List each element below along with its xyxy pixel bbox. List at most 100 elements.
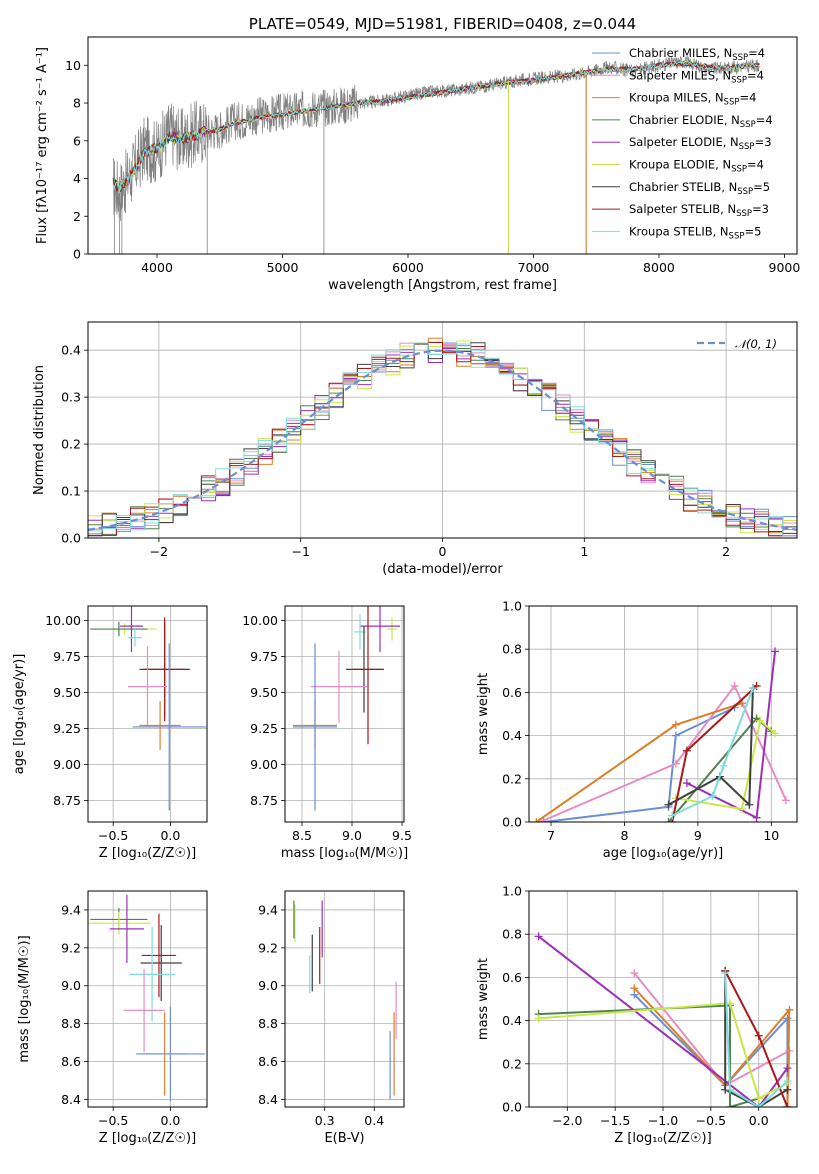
axes-frame: [87, 605, 208, 823]
series-marker: [783, 1085, 792, 1094]
series-marker: [682, 779, 691, 788]
histogram-kroupa-stelib: [88, 342, 797, 537]
errorbar-point: [387, 617, 397, 641]
y-tick-label: 6: [73, 133, 81, 148]
y-tick-label: 0.6: [502, 970, 522, 985]
y-tick-label: 10.00: [242, 613, 278, 628]
series-salpeter-elodie: [682, 647, 779, 822]
series-marker: [668, 811, 677, 820]
x-tick-label: −0.5: [98, 1113, 128, 1128]
y-tick-label: 10.00: [45, 613, 81, 628]
chart-title: PLATE=0549, MJD=51981, FIBERID=0408, z=0…: [249, 15, 636, 33]
series-marker: [682, 746, 691, 755]
residuals-panel: −2 −1 0 1 2 0.0 0.1 0.2 0.3 0.4 (data-model)/error…: [32, 321, 798, 577]
x-axis-label: wavelength [Angstrom, rest frame]: [328, 278, 557, 293]
errorbar-point: [128, 646, 167, 727]
mass-vs-Z-panel: −0.5 0.0 8.4 8.6 8.8 9.0 9.2 9.4 Z [log₁₀(Z/Z☉)]…: [17, 890, 208, 1146]
x-tick-label: 9.5: [392, 828, 412, 843]
errorbar-point: [88, 911, 151, 935]
x-tick-label: 8000: [643, 260, 675, 275]
y-tick-label: 1.0: [502, 599, 522, 614]
series-line: [724, 973, 789, 1107]
errorbar-point: [136, 1006, 205, 1102]
x-axis-label: mass [log₁₀(M/M☉)]: [281, 846, 408, 861]
mass-weight-vs-Z-panel: −2.0 −1.5 −1.0 −0.5 0.0 0.0 0.2 0.4 0.6 0.8 1.0 Z […: [476, 884, 798, 1146]
y-tick-label: 8.75: [53, 793, 81, 808]
y-tick-label: 0.0: [502, 1100, 522, 1115]
y-tick-label: 0.4: [61, 343, 81, 358]
series-marker: [754, 1031, 763, 1040]
y-tick-label: 9.00: [53, 757, 81, 772]
x-tick-label: 1: [580, 544, 588, 559]
age-vs-Z-panel: −0.5 0.0 8.75 9.00 9.25 9.50 9.75 10.00 Z [log₁₀…: [12, 605, 208, 861]
x-tick-label: 5000: [267, 260, 299, 275]
errorbar-point: [128, 629, 142, 647]
histogram-salpeter-stelib: [88, 342, 797, 537]
x-tick-label: 8.5: [292, 828, 312, 843]
y-tick-label: 0.4: [502, 1013, 522, 1028]
x-tick-label: 0.4: [364, 1113, 384, 1128]
y-axis-label: Normed distribution: [32, 365, 47, 495]
legend-label: Kroupa ELODIE, NSSP=4: [629, 158, 764, 175]
x-tick-label: 10: [763, 828, 779, 843]
x-axis-label: age [log₁₀(age/yr)]: [603, 846, 724, 861]
series-marker: [737, 805, 746, 814]
y-tick-label: 0.2: [61, 437, 81, 452]
y-tick-label: 0.4: [502, 728, 522, 743]
series-line: [686, 651, 776, 820]
legend-label: Kroupa STELIB, NSSP=5: [629, 224, 761, 241]
errorbar-point: [141, 913, 177, 998]
axes-frame: [284, 890, 405, 1108]
x-tick-label: −1.0: [648, 1113, 678, 1128]
series-marker: [671, 759, 680, 768]
y-tick-label: 9.50: [53, 685, 81, 700]
series-marker: [745, 800, 754, 809]
y-tick-label: 8.8: [258, 1016, 278, 1031]
x-tick-label: 0.3: [315, 1113, 335, 1128]
x-tick-label: 7: [547, 828, 555, 843]
x-tick-label: 0.0: [160, 828, 180, 843]
series-marker: [721, 969, 730, 978]
legend-label: Salpeter MILES, NSSP=4: [629, 68, 764, 85]
legend-label: Salpeter ELODIE, NSSP=3: [629, 135, 772, 152]
x-tick-label: 0.0: [160, 1113, 180, 1128]
y-tick-label: 2: [73, 209, 81, 224]
y-tick-label: 8.6: [258, 1054, 278, 1069]
series-marker: [671, 720, 680, 729]
axes-frame: [528, 890, 798, 1108]
legend-label: Chabrier STELIB, NSSP=5: [629, 180, 770, 197]
series-chabrier-miles: [539, 703, 739, 822]
errorbar-point: [360, 606, 400, 653]
mass-vs-ebv-panel: 0.3 0.4 8.4 8.6 8.8 9.0 9.2 9.4 E(B-V): [258, 890, 405, 1146]
y-axis-label: mass weight: [476, 958, 491, 1040]
series-marker: [730, 681, 739, 690]
series-salpeter-miles: [630, 969, 794, 1107]
axes-frame: [87, 321, 798, 539]
series-line: [538, 1002, 788, 1100]
errorbar-point: [129, 927, 175, 1022]
errorbar-point: [311, 650, 367, 723]
errorbar-point: [139, 701, 181, 750]
x-tick-label: −1.5: [600, 1113, 630, 1128]
errorbar-point: [90, 621, 148, 637]
series-marker: [726, 1085, 734, 1094]
x-tick-label: 0: [439, 544, 447, 559]
y-tick-label: 0.2: [502, 771, 522, 786]
series-line: [724, 970, 789, 1107]
x-axis-label: Z [log₁₀(Z/Z☉)]: [99, 846, 196, 861]
y-tick-label: 8.4: [258, 1092, 278, 1107]
series-marker: [534, 1014, 543, 1023]
x-tick-label: 9: [694, 828, 702, 843]
series-marker: [532, 818, 541, 822]
series-marker: [770, 729, 779, 738]
y-tick-label: 9.2: [61, 940, 81, 955]
series-marker: [754, 1103, 763, 1107]
x-tick-label: −0.5: [98, 828, 128, 843]
axes-frame: [87, 890, 208, 1108]
y-axis-label: age [log₁₀(age/yr)]: [12, 654, 27, 775]
legend-label: Salpeter STELIB, NSSP=3: [629, 202, 769, 219]
y-tick-label: 0.1: [61, 484, 81, 499]
gaussian-reference-curve: [88, 349, 797, 531]
errorbar-point: [352, 606, 384, 745]
